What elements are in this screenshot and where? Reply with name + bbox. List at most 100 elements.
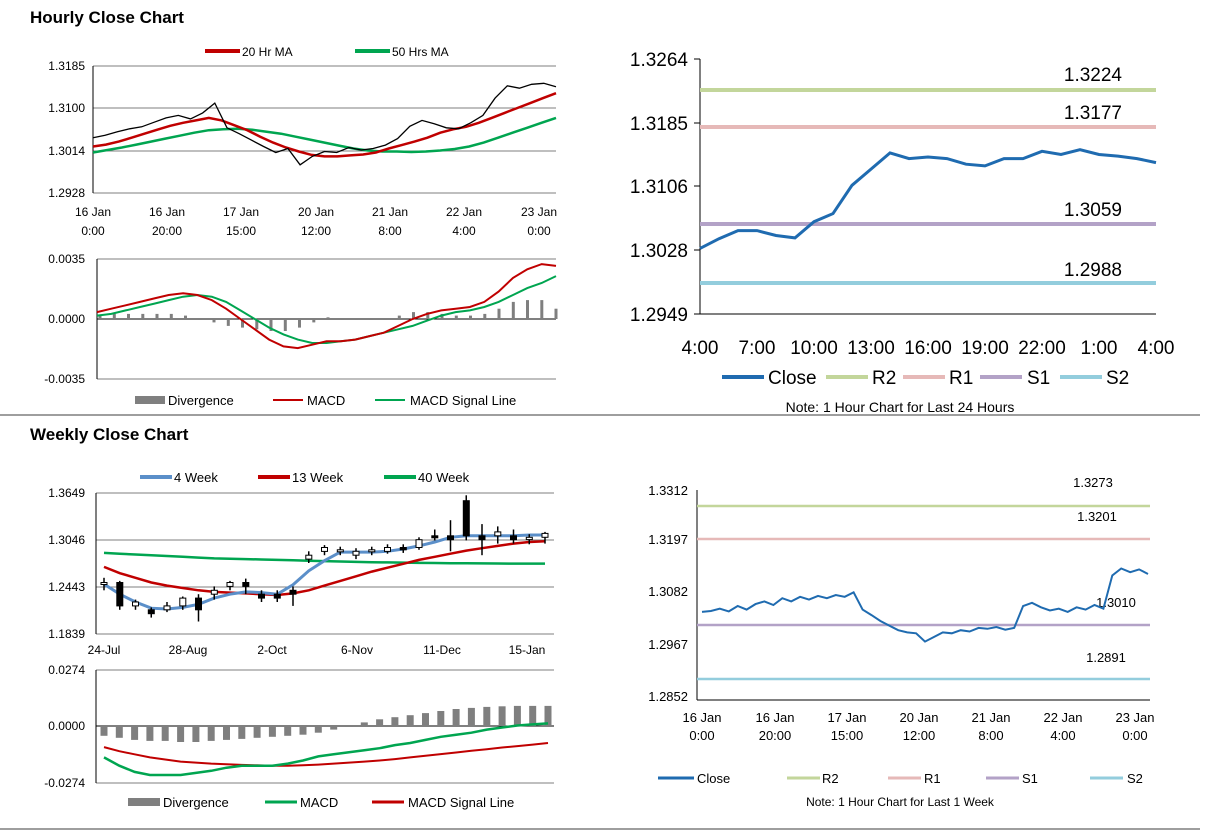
divergence-bar (360, 722, 368, 726)
candle-body (368, 549, 376, 553)
y-tick-label: 1.3649 (48, 486, 85, 500)
weekly-macd-chart: 0.0274 0.0000 -0.0274 Divergence MACD MA… (44, 663, 554, 810)
weekly-price-chart: 4 Week 13 Week 40 Week 1.3649 1.3046 1.2… (48, 470, 554, 657)
x-tick-label: 15:00 (831, 728, 864, 743)
x-tick-label: 4:00 (1050, 728, 1075, 743)
candle-body (195, 597, 202, 611)
divergence-bar (284, 726, 292, 736)
divergence-bar (314, 726, 322, 733)
candle-body (494, 531, 502, 537)
candle-body (510, 535, 517, 541)
divergence-bar (238, 726, 246, 739)
x-tick-label: 11-Dec (423, 643, 461, 657)
weekly-macd-legend: Divergence MACD MACD Signal Line (128, 795, 514, 810)
legend-divergence: Divergence (163, 795, 229, 810)
candle-body (210, 589, 218, 595)
candle-body (462, 500, 470, 537)
x-tick-label: 0:00 (81, 224, 105, 238)
legend-50hrs-ma: 50 Hrs MA (392, 45, 449, 59)
divergence-bar (469, 315, 472, 319)
legend-swatch-divergence (128, 798, 160, 806)
divergence-bar (223, 726, 230, 740)
legend-r1: R1 (924, 771, 941, 786)
weekly-section-title: Weekly Close Chart (30, 425, 189, 444)
y-tick-label: 0.0000 (48, 719, 85, 733)
r1-value-label: 1.3201 (1077, 509, 1117, 524)
divergence-bar (283, 319, 287, 331)
weekly-candles (100, 495, 549, 622)
divergence-bar (355, 319, 358, 320)
legend-macd: MACD (300, 795, 338, 810)
divergence-bar (127, 313, 130, 319)
divergence-bar (540, 300, 544, 319)
legend-s1: S1 (1022, 771, 1038, 786)
legend-r1: R1 (949, 368, 973, 389)
hourly-pivot-level-labels: 1.3224 1.3177 1.3059 1.2988 (1064, 65, 1123, 281)
hourly-macd-legend: Divergence MACD MACD Signal Line (135, 393, 516, 408)
x-tick-label: 12:00 (301, 224, 331, 238)
hourly-pivot-note: Note: 1 Hour Chart for Last 24 Hours (786, 399, 1015, 415)
weekly-divergence-bars (100, 705, 552, 742)
x-tick-label: 24-Jul (88, 643, 121, 657)
y-tick-label: 0.0000 (48, 312, 85, 326)
divergence-bar (437, 711, 445, 726)
legend-swatch-divergence (135, 396, 165, 404)
candle-body (116, 582, 124, 607)
x-tick-label: 16:00 (904, 338, 952, 359)
legend-r2: R2 (822, 771, 839, 786)
divergence-bar (212, 319, 216, 323)
legend-40-week: 40 Week (418, 470, 470, 485)
x-tick-label: 2-Oct (257, 643, 287, 657)
y-tick-label: 1.3082 (648, 584, 688, 599)
divergence-bar (177, 726, 185, 742)
weekly-x-ticks: 24-Jul 28-Aug 2-Oct 6-Nov 11-Dec 15-Jan (88, 643, 546, 657)
candle-body (163, 605, 171, 611)
x-tick-label: 4:00 (452, 224, 476, 238)
divergence-bar (452, 709, 460, 726)
y-tick-label: 1.1839 (48, 627, 85, 641)
hourly-pivot-chart: 1.3264 1.3185 1.3106 1.3028 1.2949 4:00 … (630, 50, 1175, 415)
candle-body (431, 535, 439, 539)
divergence-bar (497, 308, 501, 319)
weekly-macd-y-ticks: 0.0274 0.0000 -0.0274 (44, 663, 85, 790)
x-tick-label: 22 Jan (1043, 710, 1082, 725)
y-tick-label: 1.2443 (48, 580, 85, 594)
divergence-bar (141, 313, 145, 319)
x-tick-label: 4:00 (682, 338, 719, 359)
divergence-bar (184, 315, 187, 319)
divergence-bar (207, 726, 215, 741)
weekly-macd-line (103, 722, 549, 777)
weekly-macd-signal-line (103, 742, 549, 767)
divergence-bar (161, 726, 169, 741)
x-tick-label: 12:00 (903, 728, 936, 743)
candle-body (478, 535, 486, 541)
y-tick-label: 1.2852 (648, 689, 688, 704)
divergence-bar (426, 312, 430, 319)
s2-value-label: 1.2988 (1064, 260, 1122, 281)
x-tick-label: 28-Aug (169, 643, 208, 657)
divergence-bar (255, 319, 259, 330)
divergence-bar (268, 726, 276, 737)
r2-value-label: 1.3224 (1064, 65, 1123, 86)
x-tick-label: 6-Nov (341, 643, 373, 657)
candle-body (384, 547, 391, 552)
candle-body (321, 547, 328, 552)
y-tick-label: 1.3028 (630, 241, 688, 262)
divergence-bar (253, 726, 261, 738)
y-tick-label: 0.0274 (48, 663, 85, 677)
x-tick-label: 10:00 (790, 338, 838, 359)
x-tick-label: 23 Jan (1115, 710, 1154, 725)
candle-body (289, 589, 297, 595)
divergence-bar (298, 319, 301, 328)
divergence-bar (397, 315, 401, 319)
divergence-bar (155, 313, 159, 319)
divergence-bar (241, 319, 244, 328)
y-tick-label: 1.3264 (630, 50, 689, 71)
hourly-20hr-ma-line (92, 92, 557, 158)
weekly-pivot-y-ticks: 1.3312 1.3197 1.3082 1.2967 1.2852 (648, 483, 688, 704)
legend-close: Close (768, 368, 817, 389)
divergence-bar (498, 706, 506, 726)
divergence-bar (526, 300, 529, 319)
legend-13-week: 13 Week (292, 470, 344, 485)
